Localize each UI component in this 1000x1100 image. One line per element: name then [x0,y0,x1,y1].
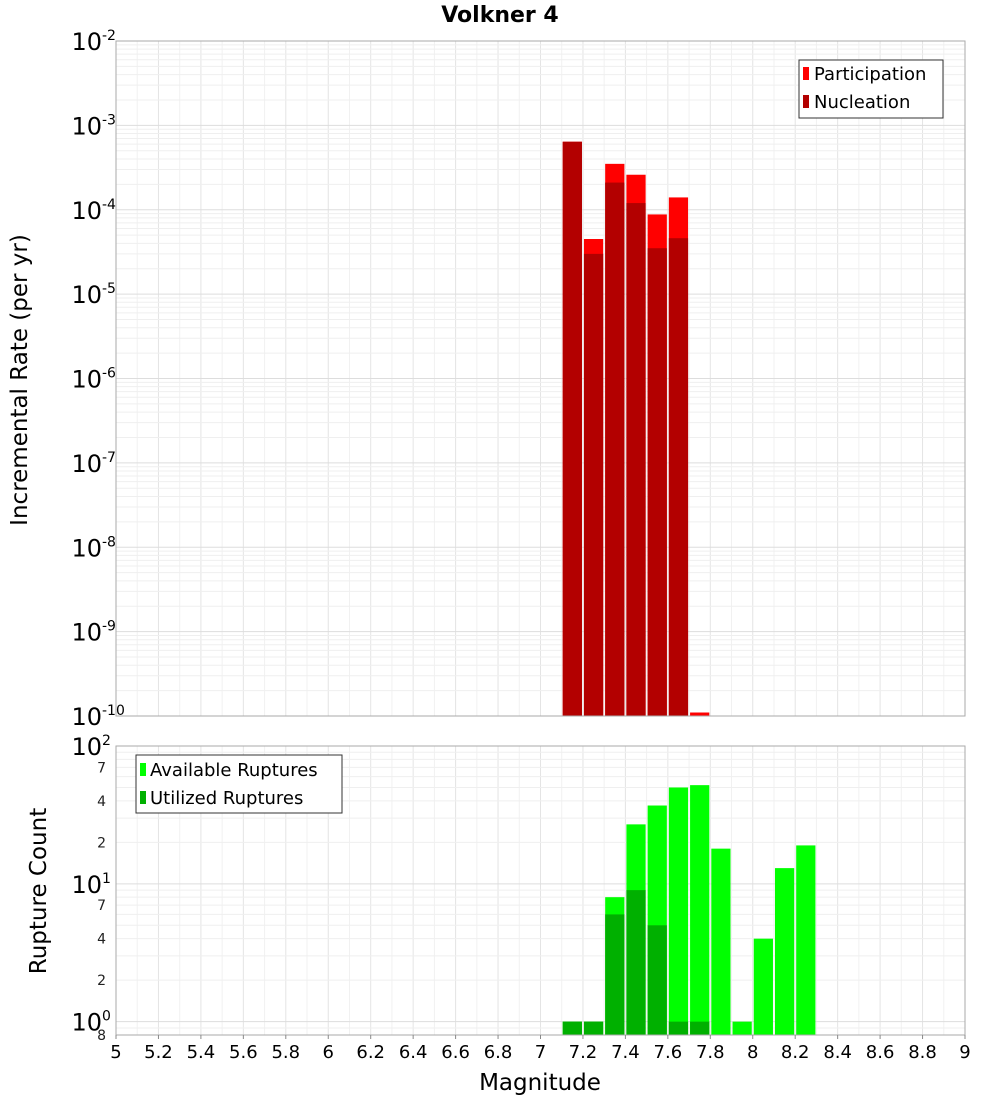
y-tick-exponent: -4 [102,197,116,213]
y-tick-label: 10 [71,112,102,140]
chart-title: Volkner 4 [441,3,559,28]
x-tick-label: 8.8 [908,1042,937,1063]
y-tick-label: 10 [71,1009,102,1037]
bottom-bar-utilized-ruptures [668,1021,689,1035]
y-minor-tick-label: 8 [97,1028,106,1044]
top-bar-nucleation [668,238,689,716]
top-bar-nucleation [562,141,582,716]
y-tick-label: 10 [71,281,102,309]
y-minor-tick-label: 7 [97,760,106,776]
x-tick-label: 7.2 [569,1042,598,1063]
y-tick-label: 10 [71,197,102,225]
x-tick-label: 5.8 [271,1042,300,1063]
x-tick-label: 8.4 [823,1042,852,1063]
bottom-bar-available-ruptures [690,785,710,1035]
y-tick-exponent: -9 [102,619,116,635]
bottom-bar-available-ruptures [774,868,795,1035]
bottom-bar-available-ruptures [732,1021,752,1035]
y-tick-exponent: -10 [102,703,125,719]
x-tick-label: 7.8 [696,1042,725,1063]
top-plot-grid [115,40,966,717]
bottom-bar-utilized-ruptures [690,1021,710,1035]
bottom-bar-available-ruptures [796,845,816,1035]
top-bar-nucleation [647,248,667,717]
y-tick-label: 10 [71,366,102,394]
top-y-axis-title: Incremental Rate (per yr) [7,234,33,526]
bottom-bar-utilized-ruptures [562,1021,582,1035]
x-tick-label: 6.6 [441,1042,470,1063]
x-tick-label: 7 [535,1042,546,1063]
top-plot-bars [562,141,710,717]
top-legend-box [798,59,944,119]
x-tick-label: 5.2 [144,1042,173,1063]
utilized-ruptures-legend-swatch [140,791,146,804]
y-tick-exponent: -7 [102,450,116,466]
top-plot-frame [115,40,966,717]
bottom-bar-utilized-ruptures [647,925,667,1035]
top-bar-nucleation [626,203,646,716]
utilized-ruptures-legend-label: Utilized Ruptures [150,788,303,809]
top-bar-nucleation [605,182,625,716]
participation-legend-swatch [803,67,809,80]
x-tick-label: 6.8 [484,1042,513,1063]
nucleation-legend-label: Nucleation [814,92,910,113]
bottom-y-axis-title: Rupture Count [26,808,52,974]
y-tick-label: 10 [71,733,102,761]
y-minor-tick-label: 7 [97,898,106,914]
top-legend: Participation Nucleation [798,59,944,119]
participation-legend-label: Participation [814,64,926,85]
y-tick-exponent: -3 [102,112,116,128]
x-tick-label: 7.4 [611,1042,640,1063]
bottom-plot-bars [562,785,816,1035]
x-tick-label: 8 [747,1042,758,1063]
x-tick-label: 5.6 [229,1042,258,1063]
y-tick-label: 10 [71,534,102,562]
y-tick-exponent: -6 [102,366,116,382]
bottom-legend-box [135,754,343,814]
x-tick-label: 6.4 [399,1042,428,1063]
bottom-bar-available-ruptures [668,787,689,1035]
x-tick-label: 8.6 [866,1042,895,1063]
bottom-bar-utilized-ruptures [583,1021,604,1035]
y-minor-tick-label: 2 [97,835,106,851]
y-tick-label: 10 [71,871,102,899]
y-tick-label: 10 [71,703,102,731]
y-tick-exponent: 2 [102,733,111,749]
bottom-bar-available-ruptures [711,848,731,1035]
x-tick-label: 9 [959,1042,970,1063]
x-tick-label: 6 [323,1042,334,1063]
nucleation-legend-swatch [803,95,809,108]
bottom-bar-available-ruptures [753,938,773,1035]
y-tick-exponent: -2 [102,28,116,44]
x-axis-tick-labels: 5 5.2 5.4 5.6 5.8 6 6.2 6.4 6.6 6.8 7 7.2 7.4 7.6 7.8 8… [110,1035,971,1063]
top-bar-nucleation [583,253,604,716]
y-tick-exponent: -5 [102,281,116,297]
top-bar-participation [690,712,710,716]
bottom-bar-utilized-ruptures [605,914,625,1035]
y-minor-tick-label: 4 [97,794,106,810]
x-tick-label: 8.2 [781,1042,810,1063]
x-tick-label: 5 [110,1042,121,1063]
x-axis-title: Magnitude [479,1070,601,1096]
y-tick-label: 10 [71,28,102,56]
y-tick-exponent: 0 [102,1009,111,1025]
y-minor-tick-label: 4 [97,932,106,948]
y-tick-exponent: 1 [102,871,111,887]
y-tick-label: 10 [71,450,102,478]
x-tick-label: 5.4 [187,1042,216,1063]
available-ruptures-legend-label: Available Ruptures [150,760,318,781]
bottom-bar-utilized-ruptures [626,890,646,1035]
x-tick-label: 7.6 [654,1042,683,1063]
y-tick-label: 10 [71,619,102,647]
y-tick-exponent: -8 [102,534,116,550]
bottom-legend: Available Ruptures Utilized Ruptures [135,754,343,814]
y-minor-tick-label: 2 [97,973,106,989]
top-y-axis-labels: 10-210-310-410-510-610-710-810-910-10 [71,28,124,731]
x-tick-label: 6.2 [356,1042,385,1063]
available-ruptures-legend-swatch [140,763,146,776]
